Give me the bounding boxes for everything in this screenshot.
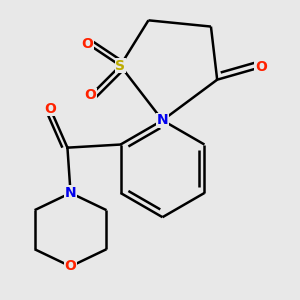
Text: S: S [115, 58, 125, 73]
Text: N: N [157, 113, 168, 127]
Text: N: N [65, 186, 76, 200]
Text: O: O [82, 37, 93, 51]
Text: O: O [64, 260, 76, 273]
Text: O: O [85, 88, 97, 102]
Text: O: O [44, 102, 56, 116]
Text: O: O [255, 60, 267, 74]
